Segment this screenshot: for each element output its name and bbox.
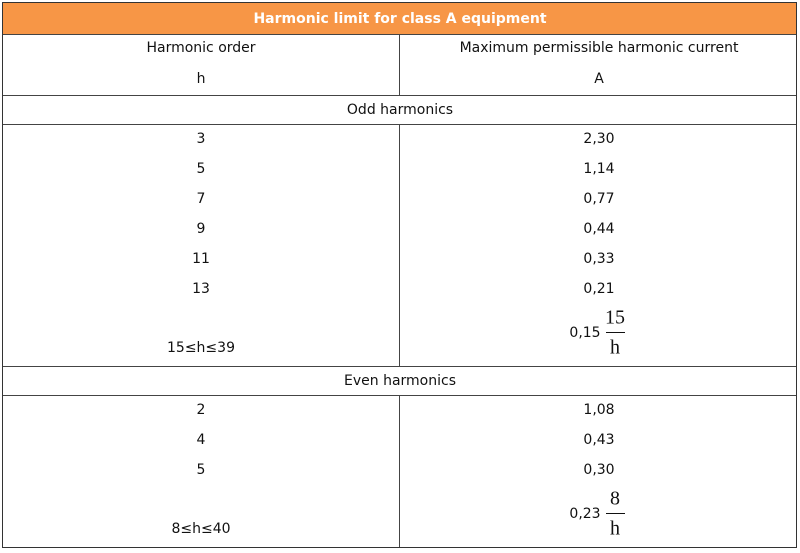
fraction-numerator: 15 [605, 306, 625, 329]
header-cell: Maximum permissible harmonic current [459, 40, 739, 56]
col-border [399, 395, 400, 547]
limit-cell: 0,77 [583, 191, 615, 207]
fraction-bar [606, 332, 625, 333]
col-border [399, 124, 400, 366]
limit-cell: 0,33 [583, 251, 615, 267]
order-cell: 7 [196, 191, 206, 207]
col-border [399, 34, 400, 95]
row-border [3, 95, 796, 96]
limit-cell: 1,08 [583, 402, 615, 418]
section-label: Even harmonics [344, 373, 456, 389]
header-cell: h [196, 71, 206, 87]
limit-cell: 1,14 [583, 161, 615, 177]
order-cell: 11 [192, 251, 210, 267]
coefficient: 0,23 [569, 506, 601, 522]
order-cell: 8≤h≤40 [171, 521, 231, 537]
fraction-denominator: h [610, 336, 620, 359]
limit-cell: 0,43 [583, 432, 615, 448]
limit-cell: 0,21 [583, 281, 615, 297]
fraction-bar [606, 513, 625, 514]
order-cell: 9 [196, 221, 206, 237]
limit-cell: 2,30 [583, 131, 615, 147]
order-cell: 3 [196, 131, 206, 147]
coefficient: 0,15 [569, 325, 601, 341]
limit-cell: 0,30 [583, 462, 615, 478]
section-label: Odd harmonics [346, 102, 454, 118]
fraction-denominator: h [610, 517, 620, 540]
order-cell: 5 [196, 161, 206, 177]
row-border [3, 366, 796, 367]
table-title: Harmonic limit for class A equipment [253, 11, 547, 27]
limit-cell: 0,44 [583, 221, 615, 237]
order-cell: 13 [192, 281, 210, 297]
header-cell: Harmonic order [146, 40, 256, 56]
header-cell: A [594, 71, 604, 87]
title-bar [3, 3, 796, 34]
order-cell: 4 [196, 432, 206, 448]
order-cell: 15≤h≤39 [167, 340, 235, 356]
order-cell: 2 [196, 402, 206, 418]
fraction-numerator: 8 [610, 487, 620, 510]
order-cell: 5 [196, 462, 206, 478]
